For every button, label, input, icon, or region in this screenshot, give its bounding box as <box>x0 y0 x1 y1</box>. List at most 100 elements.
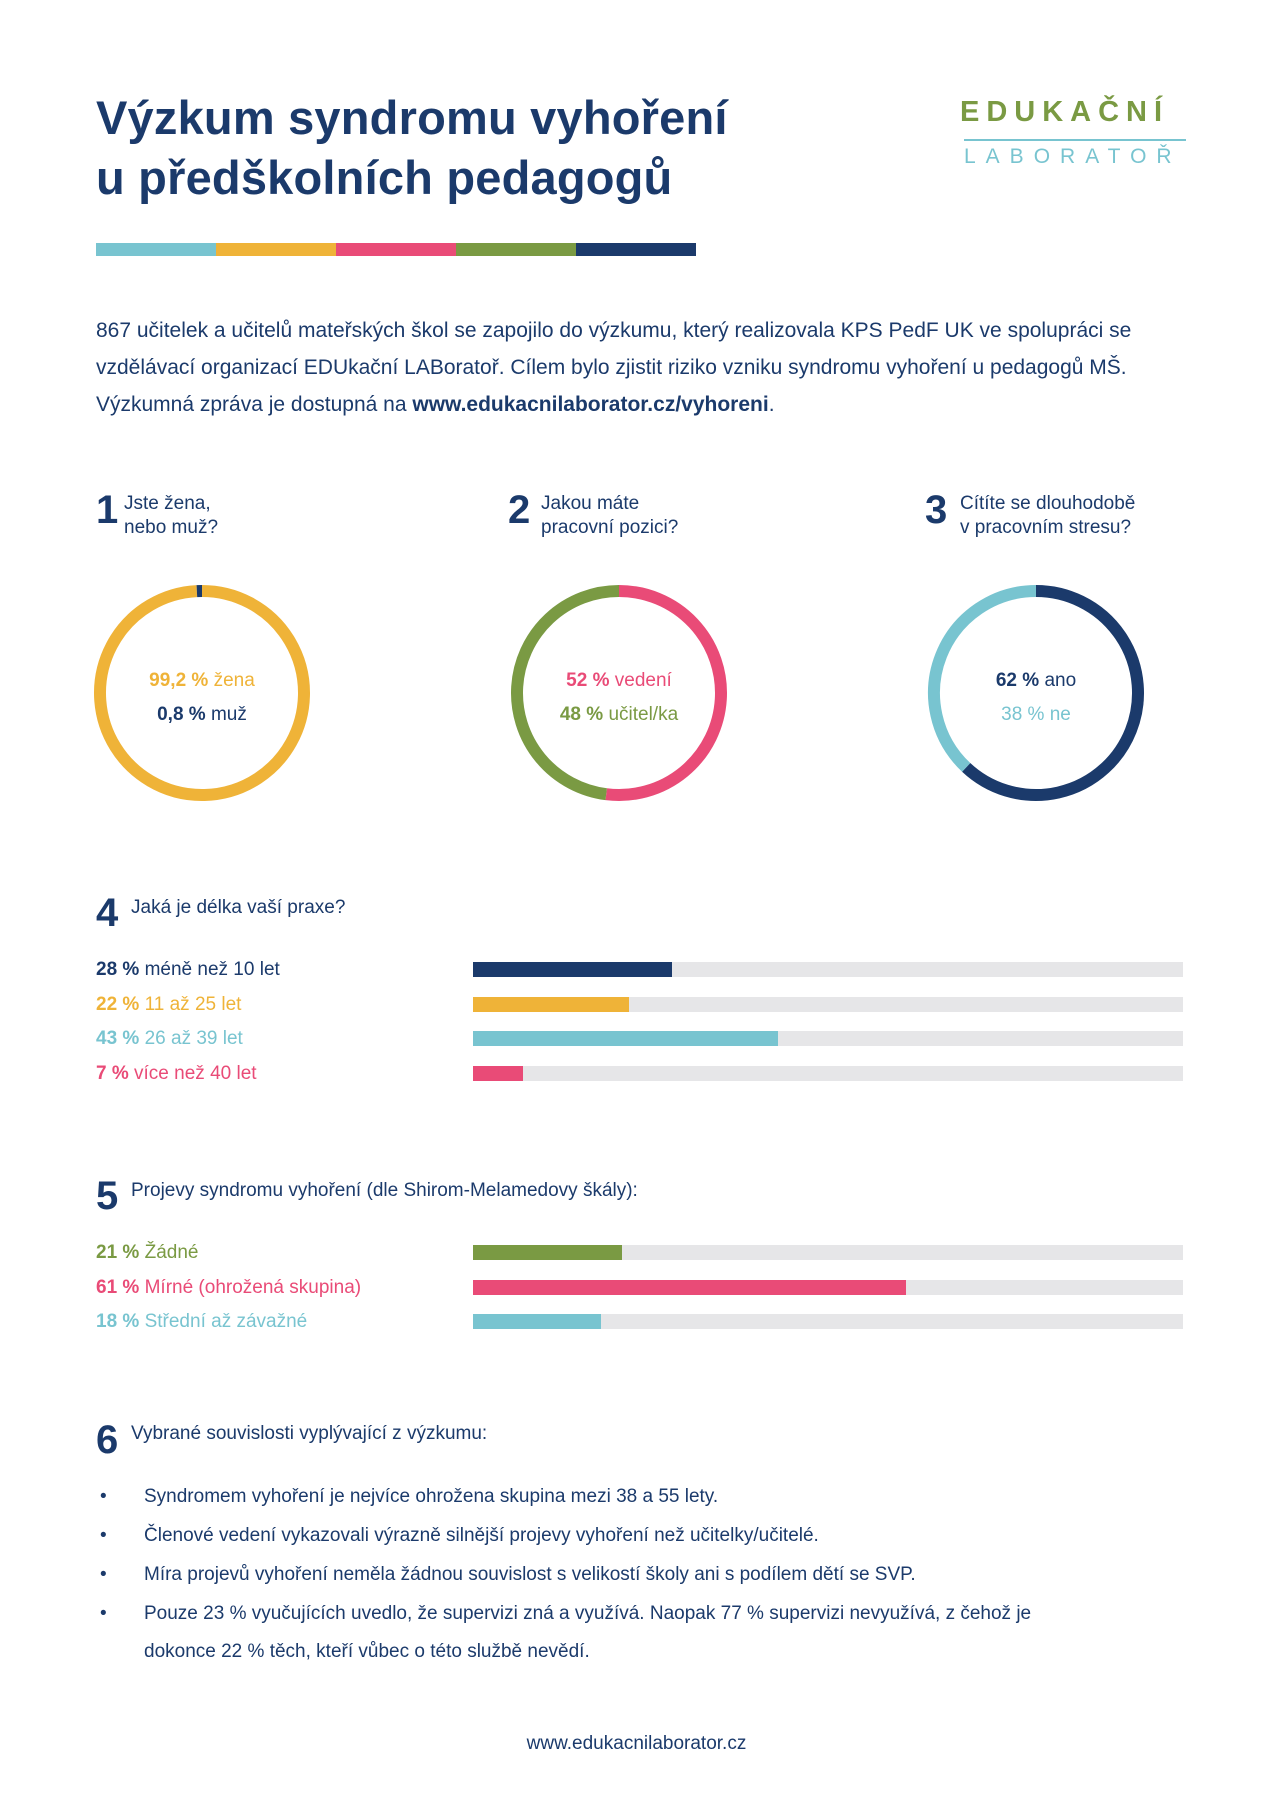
burnout-row-value: 21 % <box>96 1242 140 1263</box>
q6-text: Vybrané souvislosti vyplývající z výzkum… <box>131 1423 488 1444</box>
footer-url[interactable]: www.edukacnilaborator.cz <box>526 1733 747 1754</box>
donut-stress-value-1: 62 % <box>995 670 1040 691</box>
q3-text-line2: v pracovním stresu? <box>960 517 1132 538</box>
experience-row-category: méně než 10 let <box>139 959 280 980</box>
logo-top-text: EDUKAČNÍ <box>960 96 1170 128</box>
donut-slice-ano <box>962 585 1144 801</box>
burnout-row-track <box>473 1245 1183 1260</box>
finding-item: • Syndromem vyhoření je nejvíce ohrožena … <box>100 1478 1180 1516</box>
experience-row-track <box>473 996 1183 1012</box>
experience-row-category: více než 40 let <box>128 1062 257 1084</box>
intro-end: . <box>768 393 775 416</box>
donut-chart-position <box>511 585 727 801</box>
donut-position-label-1: 52 % vedení <box>503 664 735 698</box>
burnout-row-label: 61 % Mírné (ohrožená skupina) <box>96 1271 361 1305</box>
donut-slice-ne <box>928 585 1037 772</box>
q4-number: 4 <box>96 891 119 935</box>
q3-text: Cítíte se dlouhodobě v pracovním stresu? <box>960 492 1135 540</box>
title-line-2: u předškolních pedagogů <box>96 151 673 204</box>
burnout-row-category: Mírné (ohrožená skupina) <box>139 1276 362 1298</box>
donut-position-category-1: vedení <box>614 670 672 691</box>
experience-row-label: 28 % méně než 10 let <box>96 953 280 987</box>
q1-text: Jste žena, nebo muž? <box>124 492 218 540</box>
experience-row-track <box>473 1031 1183 1046</box>
experience-row-track <box>473 1065 1183 1081</box>
stripe-segment <box>576 243 696 256</box>
stripe-segment <box>96 243 216 256</box>
donut-stress-labels: 62 % ano 38 % ne <box>920 664 1152 732</box>
experience-row-label: 22 % 11 až 25 let <box>96 988 241 1022</box>
burnout-row-bar <box>473 1245 623 1260</box>
finding-text: Syndromem vyhoření je nejvíce ohrožena s… <box>144 1486 719 1507</box>
stripe-segment <box>336 243 456 256</box>
finding-item: • Míra projevů vyhoření neměla žádnou sou… <box>100 1556 1180 1594</box>
q4-text: Jaká je délka vaší praxe? <box>131 897 346 918</box>
finding-text: dokonce 22 % těch, kteří vůbec o této sl… <box>144 1641 590 1662</box>
finding-body: Členové vedení vykazovali výrazně silněj… <box>144 1517 1180 1555</box>
experience-row-value: 22 % <box>96 993 140 1015</box>
donut-chart-stress <box>928 585 1144 801</box>
donut-position-labels: 52 % vedení 48 % učitel/ka <box>503 664 735 732</box>
burnout-row-track <box>473 1279 1183 1295</box>
q2-text: Jakou máte pracovní pozici? <box>541 492 678 540</box>
intro-paragraph: 867 učitelek a učitelů mateřských škol s… <box>96 312 1176 423</box>
burnout-row-value: 61 % <box>96 1276 140 1298</box>
burnout-row-bar <box>473 1314 601 1329</box>
donut-position-category-2: učitel/ka <box>608 704 679 725</box>
finding-body: Syndromem vyhoření je nejvíce ohrožena s… <box>144 1478 1180 1516</box>
donut-chart-gender <box>94 585 310 801</box>
experience-row-bar <box>473 1065 523 1081</box>
burnout-row-category: Střední až závažné <box>139 1311 308 1332</box>
logo-divider <box>964 139 1186 141</box>
finding-body: Pouze 23 % vyučujících uvedlo, že superv… <box>144 1595 1180 1671</box>
page-title: Výzkum syndromu vyhoření u předškolních … <box>96 88 856 208</box>
bullet-icon: • <box>100 1603 107 1624</box>
experience-row-category: 11 až 25 let <box>139 993 242 1015</box>
donut-position-label-2: 48 % učitel/ka <box>503 698 735 732</box>
experience-row-value: 7 % <box>96 1062 129 1084</box>
donut-stress-label-2: 38 % ne <box>920 698 1152 732</box>
intro-link[interactable]: www.edukacnilaborator.cz/vyhoreni <box>412 393 769 416</box>
finding-item: • Pouze 23 % vyučujících uvedlo, že super… <box>100 1595 1180 1671</box>
donut-gender-label-2: 0,8 % muž <box>86 698 318 732</box>
experience-row-bar <box>473 996 630 1012</box>
experience-row-label: 43 % 26 až 39 let <box>96 1022 243 1056</box>
q5-text: Projevy syndromu vyhoření (dle Shirom-Me… <box>131 1180 638 1201</box>
donut-slice-u-itel-ka <box>511 585 620 801</box>
logo-bottom-text: LABORATOŘ <box>964 145 1182 168</box>
burnout-row-bar <box>473 1279 907 1295</box>
donut-slice--ena <box>94 585 310 801</box>
burnout-row-label: 18 % Střední až závažné <box>96 1305 307 1339</box>
finding-text: Členové vedení vykazovali výrazně silněj… <box>144 1525 819 1546</box>
donut-position-value-1: 52 % <box>566 670 610 691</box>
q2-number: 2 <box>508 488 531 532</box>
q6-number: 6 <box>96 1418 119 1462</box>
bullet-icon: • <box>100 1486 107 1507</box>
donut-gender-labels: 99,2 % žena 0,8 % muž <box>86 664 318 732</box>
experience-row-value: 28 % <box>96 959 140 980</box>
donut-gender-category-2: muž <box>210 704 247 725</box>
q3-text-line1: Cítíte se dlouhodobě <box>960 493 1136 514</box>
q3-number: 3 <box>925 488 948 532</box>
donut-gender-label-1: 99,2 % žena <box>86 664 318 698</box>
donut-gender-category-1: žena <box>213 670 255 691</box>
experience-row-value: 43 % <box>96 1028 140 1049</box>
intro-text: 867 učitelek a učitelů mateřských škol s… <box>96 319 1132 416</box>
finding-text: Pouze 23 % vyučujících uvedlo, že superv… <box>144 1603 1032 1624</box>
burnout-row-category: Žádné <box>139 1242 199 1263</box>
experience-row-category: 26 až 39 let <box>139 1028 243 1049</box>
q1-text-line1: Jste žena, <box>124 493 211 514</box>
q1-text-line2: nebo muž? <box>124 517 219 538</box>
stripe-segment <box>456 243 576 256</box>
donut-stress-value-2: 38 % <box>1001 704 1045 725</box>
finding-item: • Členové vedení vykazovali výrazně silně… <box>100 1517 1180 1555</box>
q1-number: 1 <box>96 488 119 532</box>
bullet-icon: • <box>100 1564 107 1585</box>
donut-stress-label-1: 62 % ano <box>920 664 1152 698</box>
experience-row-track <box>473 962 1183 977</box>
bullet-icon: • <box>100 1525 107 1546</box>
donut-position-value-2: 48 % <box>559 704 604 725</box>
burnout-row-track <box>473 1314 1183 1329</box>
q2-text-line2: pracovní pozici? <box>541 517 679 538</box>
finding-body: Míra projevů vyhoření neměla žádnou souv… <box>144 1556 1180 1594</box>
